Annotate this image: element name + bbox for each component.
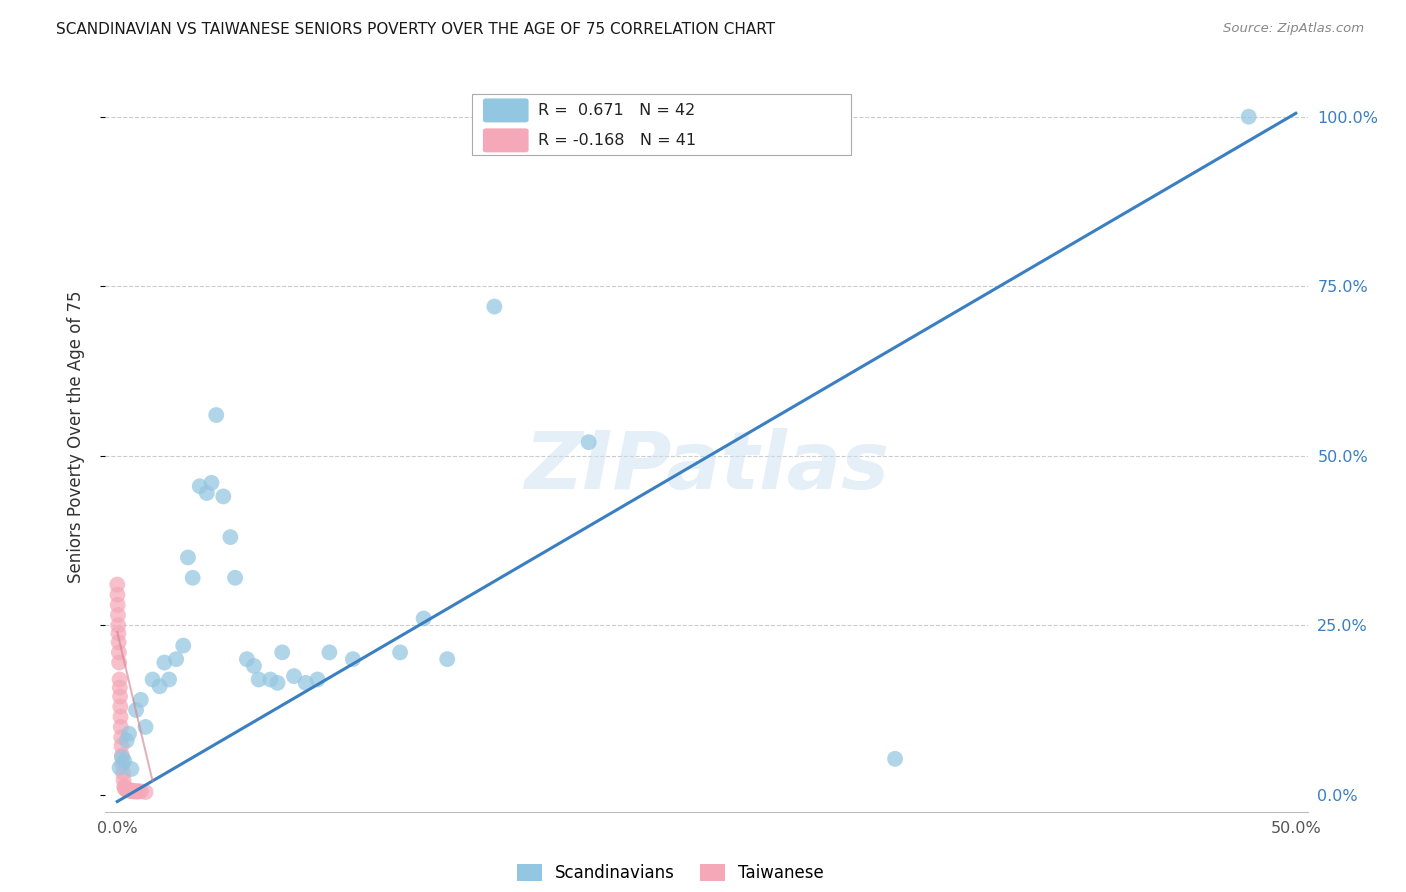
Point xyxy=(436,652,458,666)
Point xyxy=(110,720,132,734)
Point xyxy=(108,690,131,704)
Point xyxy=(120,762,142,776)
FancyBboxPatch shape xyxy=(482,98,529,122)
Point xyxy=(114,780,136,795)
Point xyxy=(259,673,281,687)
Point xyxy=(112,766,135,780)
Text: R =  0.671   N = 42: R = 0.671 N = 42 xyxy=(538,103,696,118)
Point xyxy=(219,530,242,544)
Point xyxy=(307,673,329,687)
Point xyxy=(120,783,142,797)
Point xyxy=(108,645,131,659)
Point xyxy=(114,782,136,797)
Point xyxy=(578,435,600,450)
Point xyxy=(110,739,132,753)
Point xyxy=(200,475,222,490)
Point xyxy=(107,635,129,649)
Point xyxy=(125,784,148,798)
Point xyxy=(195,486,218,500)
Point xyxy=(110,710,132,724)
Point xyxy=(295,676,318,690)
Point xyxy=(118,783,141,797)
Point xyxy=(224,571,246,585)
Point xyxy=(412,611,434,625)
FancyBboxPatch shape xyxy=(482,128,529,153)
Point xyxy=(172,639,194,653)
Point xyxy=(107,608,129,623)
Point xyxy=(118,727,141,741)
Point xyxy=(127,784,149,798)
Point xyxy=(115,782,138,797)
Point xyxy=(135,720,157,734)
Point xyxy=(122,784,145,798)
Text: Source: ZipAtlas.com: Source: ZipAtlas.com xyxy=(1223,22,1364,36)
Point xyxy=(153,656,176,670)
Text: SCANDINAVIAN VS TAIWANESE SENIORS POVERTY OVER THE AGE OF 75 CORRELATION CHART: SCANDINAVIAN VS TAIWANESE SENIORS POVERT… xyxy=(56,22,775,37)
Point xyxy=(110,699,132,714)
Point xyxy=(108,761,131,775)
Point xyxy=(243,659,266,673)
Point xyxy=(271,645,294,659)
Point xyxy=(115,733,138,747)
Point xyxy=(108,681,131,695)
Point xyxy=(135,785,157,799)
Point xyxy=(236,652,259,666)
Point xyxy=(142,673,165,687)
Text: ZIPatlas: ZIPatlas xyxy=(524,428,889,506)
Point xyxy=(107,598,129,612)
Point xyxy=(121,783,143,797)
Point xyxy=(205,408,228,422)
Point xyxy=(149,679,172,693)
Point xyxy=(120,783,142,797)
Point xyxy=(112,754,135,768)
Point xyxy=(188,479,211,493)
Point xyxy=(342,652,364,666)
Point xyxy=(884,752,907,766)
Point xyxy=(129,693,152,707)
Point xyxy=(266,676,288,690)
Point xyxy=(117,783,139,797)
Point xyxy=(111,748,134,763)
Y-axis label: Seniors Poverty Over the Age of 75: Seniors Poverty Over the Age of 75 xyxy=(66,291,84,583)
Point xyxy=(112,772,135,787)
Point xyxy=(165,652,187,666)
Point xyxy=(157,673,180,687)
Point xyxy=(124,784,146,798)
Point xyxy=(115,782,138,797)
Point xyxy=(108,673,131,687)
Legend: Scandinavians, Taiwanese: Scandinavians, Taiwanese xyxy=(517,863,824,882)
Point xyxy=(115,782,138,797)
Point xyxy=(181,571,204,585)
Point xyxy=(111,750,134,764)
Point xyxy=(108,656,131,670)
Point xyxy=(112,780,135,794)
Point xyxy=(127,784,149,798)
Point xyxy=(105,577,128,591)
Point xyxy=(1237,110,1260,124)
Point xyxy=(117,783,139,797)
Point xyxy=(110,730,132,744)
Point xyxy=(389,645,412,659)
Point xyxy=(107,618,129,632)
FancyBboxPatch shape xyxy=(472,94,851,155)
Text: R = -0.168   N = 41: R = -0.168 N = 41 xyxy=(538,133,696,148)
Point xyxy=(120,783,142,797)
Point xyxy=(283,669,305,683)
Point xyxy=(318,645,340,659)
Point xyxy=(177,550,200,565)
Point xyxy=(111,757,134,772)
Point xyxy=(129,784,152,798)
Point xyxy=(107,626,129,640)
Point xyxy=(125,703,148,717)
Point xyxy=(247,673,270,687)
Point xyxy=(212,490,235,504)
Point xyxy=(107,588,129,602)
Point xyxy=(484,300,506,314)
